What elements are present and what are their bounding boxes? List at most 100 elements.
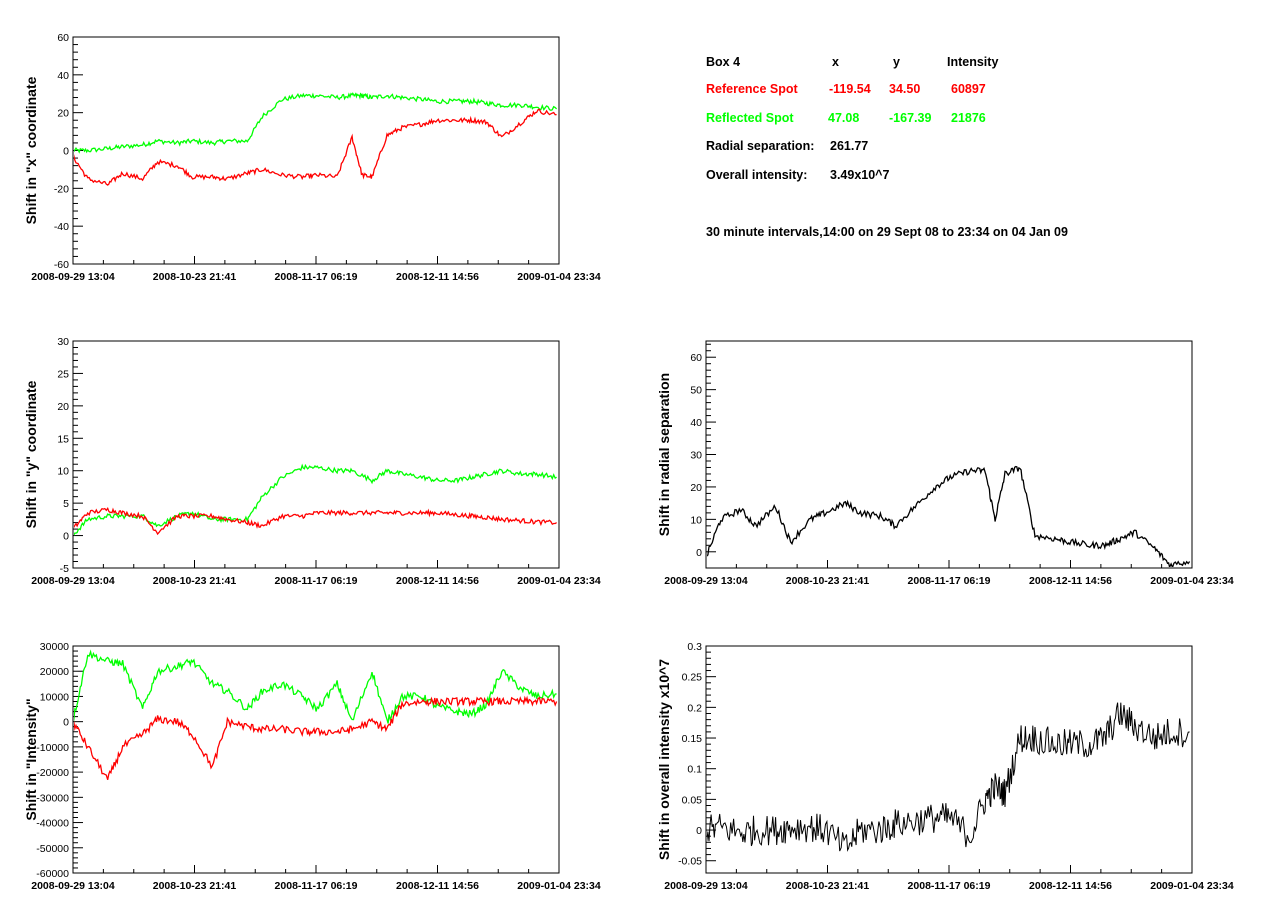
x-tick-label: 2008-11-17 06:19: [908, 575, 991, 587]
y-tick-label: 0.05: [682, 794, 703, 806]
y-tick-label: 30000: [40, 641, 69, 653]
reflected-spot-intensity: 21876: [951, 111, 986, 125]
x-tick-label: 2008-10-23 21:41: [153, 271, 237, 283]
y-tick-label: 25: [57, 368, 69, 380]
y-tick-label: -60: [54, 259, 69, 271]
reference-spot-y: 34.50: [889, 82, 921, 96]
column-y-header: y: [893, 55, 900, 69]
y-tick-label: -10000: [36, 742, 69, 754]
y-tick-label: 0: [63, 531, 69, 543]
x-tick-label: 2008-09-29 13:04: [31, 575, 115, 587]
x-tick-label: 2008-10-23 21:41: [153, 575, 237, 587]
x-tick-label: 2008-12-11 14:56: [396, 880, 479, 892]
y-tick-label: 0.1: [687, 764, 702, 776]
series-line-reference-spot: [74, 507, 557, 536]
y-axis-label: Shift in "y" coordinate: [23, 380, 39, 528]
radial-separation-label: Radial separation:: [706, 139, 815, 153]
x-tick-label: 2008-12-11 14:56: [396, 271, 479, 283]
x-tick-label: 2009-01-04 23:34: [1150, 880, 1234, 892]
chart-overall_intensity_shift: -0.05 0 0.05 0.1 0.15 0.2 0.25 0.3 2008-09-29 13…: [656, 641, 1234, 892]
y-tick-label: -40000: [36, 818, 69, 830]
chart-y_shift: -5 0 5 10 15 20 25 30 2008-09-29 13:04 2008-10-23…: [23, 336, 601, 587]
reference-spot-x: -119.54: [829, 82, 871, 96]
y-tick-label: 40: [57, 70, 69, 82]
radial-separation-value: 261.77: [830, 139, 869, 153]
y-tick-label: 0: [63, 717, 69, 729]
y-axis-label: Shift in overall intensity x10^7: [656, 659, 672, 860]
x-tick-label: 2008-12-11 14:56: [396, 575, 479, 587]
y-tick-label: -20: [54, 183, 69, 195]
x-tick-label: 2008-09-29 13:04: [664, 575, 748, 587]
y-tick-label: -50000: [36, 843, 69, 855]
x-tick-label: 2009-01-04 23:34: [1150, 575, 1234, 587]
x-tick-label: 2008-10-23 21:41: [786, 880, 870, 892]
column-intensity-header: Intensity: [947, 55, 999, 69]
plot-frame: [72, 36, 560, 265]
y-tick-label: 10: [690, 514, 702, 526]
x-tick-label: 2008-12-11 14:56: [1029, 575, 1112, 587]
series-line-reflected-spot: [74, 92, 558, 154]
x-tick-label: 2008-10-23 21:41: [786, 575, 870, 587]
x-tick-label: 2009-01-04 23:34: [517, 880, 601, 892]
y-tick-label: 20000: [40, 666, 69, 678]
y-tick-label: 30: [57, 336, 69, 348]
box-label: Box 4: [706, 55, 741, 69]
y-tick-label: 0.15: [682, 733, 703, 745]
column-x-header: x: [832, 55, 839, 69]
y-tick-label: 0: [696, 547, 702, 559]
x-tick-label: 2008-11-17 06:19: [908, 880, 991, 892]
x-tick-label: 2008-12-11 14:56: [1029, 880, 1112, 892]
y-tick-label: 15: [57, 433, 69, 445]
plot-frame: [705, 340, 1193, 569]
y-tick-label: -40: [54, 221, 69, 233]
plot-frame: [72, 340, 560, 569]
y-axis-label: Shift in "Intensity": [23, 698, 39, 820]
y-tick-label: 20: [57, 108, 69, 120]
y-tick-label: -5: [60, 563, 69, 575]
x-tick-label: 2009-01-04 23:34: [517, 271, 601, 283]
overall-intensity-value: 3.49x10^7: [830, 168, 890, 182]
y-tick-label: 60: [690, 352, 702, 364]
x-tick-label: 2008-11-17 06:19: [275, 271, 358, 283]
reflected-spot-y: -167.39: [889, 111, 932, 125]
y-tick-label: 5: [63, 498, 69, 510]
x-tick-label: 2008-11-17 06:19: [275, 880, 358, 892]
y-tick-label: 20: [690, 482, 702, 494]
y-axis-label: Shift in radial separation: [656, 373, 672, 536]
y-tick-label: 40: [690, 417, 702, 429]
y-tick-label: 0: [696, 825, 702, 837]
y-tick-label: 60: [57, 32, 69, 44]
plot-frame: [705, 645, 1193, 874]
y-tick-label: -60000: [36, 868, 69, 880]
x-tick-label: 2008-10-23 21:41: [153, 880, 237, 892]
reference-spot-intensity: 60897: [951, 82, 986, 96]
y-tick-label: -30000: [36, 792, 69, 804]
y-tick-label: 30: [690, 450, 702, 462]
y-tick-label: 50: [690, 385, 702, 397]
y-tick-label: 0.25: [682, 672, 703, 684]
y-tick-label: -0.05: [678, 856, 702, 868]
series-line-reflected-spot: [74, 463, 557, 536]
chart-intensity_shift: -60000 -50000 -40000 -30000 -20000 -10000 0 100…: [23, 641, 601, 892]
interval-note: 30 minute intervals,14:00 on 29 Sept 08 …: [706, 225, 1068, 239]
series-line-reference-spot: [74, 695, 558, 780]
x-tick-label: 2008-09-29 13:04: [31, 880, 115, 892]
plot-frame: [72, 645, 560, 874]
series-line-reflected-spot: [74, 649, 557, 724]
series-line-reference-spot: [74, 108, 557, 186]
reflected-spot-label: Reflected Spot: [706, 111, 794, 125]
series-line-data: [707, 702, 1190, 852]
y-tick-label: 10000: [40, 691, 69, 703]
y-tick-label: 0.3: [687, 641, 702, 653]
y-tick-label: 10: [57, 466, 69, 478]
series-line-data: [707, 465, 1191, 567]
reference-spot-label: Reference Spot: [706, 82, 798, 96]
y-tick-label: -20000: [36, 767, 69, 779]
x-tick-label: 2008-09-29 13:04: [664, 880, 748, 892]
y-axis-label: Shift in "x" coordinate: [23, 76, 39, 224]
y-tick-label: 0.2: [687, 702, 702, 714]
x-tick-label: 2009-01-04 23:34: [517, 575, 601, 587]
x-tick-label: 2008-09-29 13:04: [31, 271, 115, 283]
y-tick-label: 20: [57, 401, 69, 413]
